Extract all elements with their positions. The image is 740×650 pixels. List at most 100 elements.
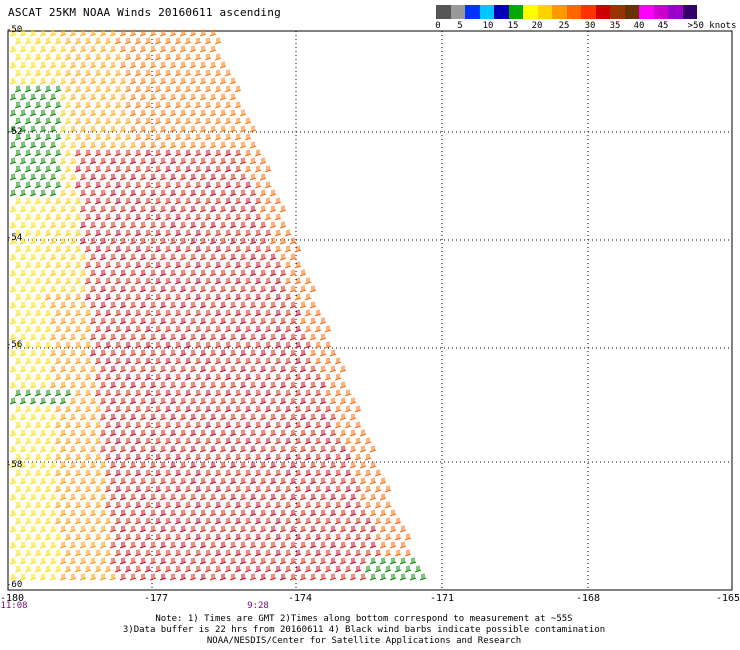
- wind-barb: [164, 133, 172, 141]
- wind-barb: [189, 221, 197, 229]
- wind-barb: [129, 253, 137, 261]
- wind-barb: [259, 237, 267, 245]
- wind-barb: [314, 373, 322, 381]
- wind-barb: [349, 429, 357, 437]
- wind-barb: [19, 333, 27, 341]
- wind-barb: [139, 493, 147, 501]
- wind-barb: [234, 565, 242, 573]
- wind-barb: [159, 221, 167, 229]
- wind-barb: [289, 541, 297, 549]
- wind-barb: [109, 525, 117, 533]
- wind-barb: [89, 269, 97, 277]
- wind-barb: [14, 101, 22, 109]
- wind-barb: [399, 541, 407, 549]
- wind-barb: [94, 181, 102, 189]
- wind-barb: [79, 461, 87, 469]
- wind-barb: [64, 341, 72, 349]
- wind-barb: [274, 357, 282, 365]
- wind-barb: [354, 549, 362, 557]
- wind-barb: [249, 189, 257, 197]
- wind-barb: [19, 525, 27, 533]
- wind-barb: [84, 261, 92, 269]
- wind-barb: [239, 269, 247, 277]
- wind-barb: [194, 69, 202, 77]
- wind-barb: [74, 245, 82, 253]
- wind-barb: [329, 381, 337, 389]
- wind-barb: [164, 453, 172, 461]
- wind-barb: [59, 157, 67, 165]
- wind-barb: [369, 461, 377, 469]
- wind-barb: [54, 565, 62, 573]
- wind-barb: [154, 229, 162, 237]
- wind-barb: [39, 45, 47, 53]
- wind-barb: [109, 189, 117, 197]
- wind-barb: [134, 325, 142, 333]
- wind-barb: [109, 61, 117, 69]
- wind-barb: [74, 293, 82, 301]
- wind-barb: [169, 237, 177, 245]
- wind-speed-color-legend: [436, 5, 697, 19]
- wind-barb: [119, 477, 127, 485]
- wind-barb: [294, 549, 302, 557]
- wind-barb: [249, 429, 257, 437]
- wind-barb: [209, 157, 217, 165]
- wind-barb: [164, 261, 172, 269]
- wind-barb: [379, 525, 387, 533]
- wind-barb: [179, 397, 187, 405]
- wind-barb: [124, 197, 132, 205]
- wind-barb: [104, 85, 112, 93]
- wind-barb: [264, 469, 272, 477]
- wind-barb: [39, 109, 47, 117]
- wind-barb: [99, 573, 107, 581]
- wind-barb: [129, 173, 137, 181]
- wind-barb: [99, 61, 107, 69]
- wind-barb: [134, 149, 142, 157]
- wind-barb: [44, 53, 52, 61]
- wind-barb: [69, 493, 77, 501]
- wind-barb: [134, 469, 142, 477]
- wind-barb: [149, 525, 157, 533]
- wind-barb: [189, 237, 197, 245]
- wind-barb: [169, 93, 177, 101]
- wind-barb: [214, 69, 222, 77]
- wind-barb: [324, 565, 332, 573]
- wind-barb: [49, 573, 57, 581]
- wind-barb: [289, 509, 297, 517]
- wind-barb: [29, 285, 37, 293]
- wind-barb: [19, 557, 27, 565]
- wind-barb: [84, 213, 92, 221]
- wind-barb: [319, 573, 327, 581]
- wind-barb: [139, 349, 147, 357]
- wind-barb: [409, 557, 417, 565]
- wind-barb: [159, 157, 167, 165]
- wind-barb: [104, 69, 112, 77]
- wind-barb: [344, 565, 352, 573]
- wind-barb: [194, 133, 202, 141]
- legend-swatch: [450, 5, 465, 19]
- wind-barb: [34, 181, 42, 189]
- wind-barb: [144, 549, 152, 557]
- wind-barb: [119, 61, 127, 69]
- wind-barb: [209, 109, 217, 117]
- wind-barb: [44, 533, 52, 541]
- wind-barb: [154, 341, 162, 349]
- wind-barb: [19, 509, 27, 517]
- wind-barb: [44, 197, 52, 205]
- wind-barb: [194, 117, 202, 125]
- wind-barb: [119, 45, 127, 53]
- wind-barb: [234, 293, 242, 301]
- wind-barb: [149, 269, 157, 277]
- wind-barb: [219, 557, 227, 565]
- wind-barb: [259, 429, 267, 437]
- wind-barb: [14, 373, 22, 381]
- wind-barb: [324, 421, 332, 429]
- wind-barb: [234, 309, 242, 317]
- wind-barb: [244, 421, 252, 429]
- wind-barb: [264, 277, 272, 285]
- wind-barb: [79, 173, 87, 181]
- wind-barb: [114, 85, 122, 93]
- wind-barb: [244, 197, 252, 205]
- wind-barb: [19, 141, 27, 149]
- wind-barb: [144, 517, 152, 525]
- lon-label-174: -174: [287, 593, 313, 604]
